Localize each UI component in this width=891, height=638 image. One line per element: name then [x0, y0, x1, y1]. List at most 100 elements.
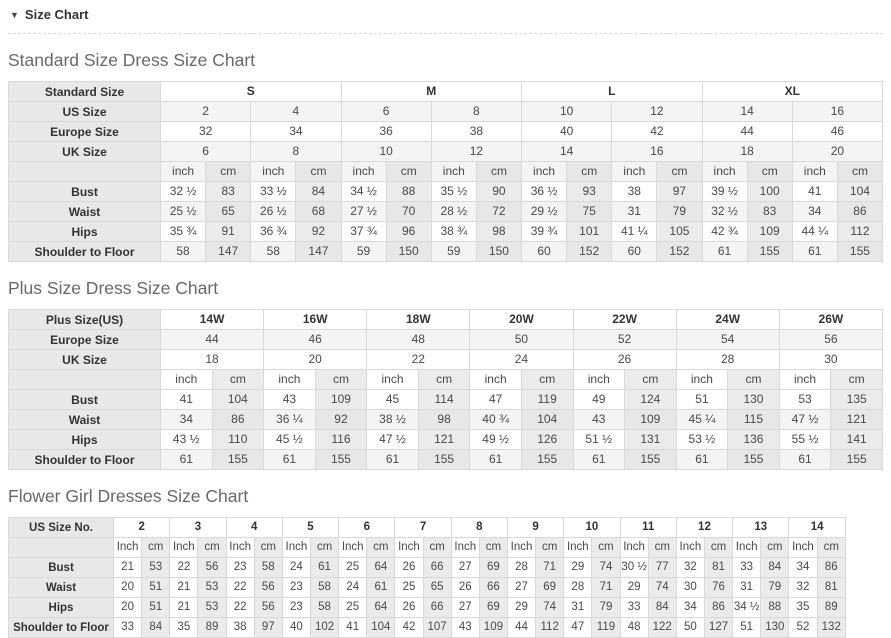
table-cell: 86: [816, 557, 847, 578]
table-cell: 115: [727, 409, 780, 430]
size-chart-section-toggle[interactable]: ▼ Size Chart: [8, 0, 883, 34]
table-cell: 39 ½: [701, 181, 748, 202]
table-cell: 51: [141, 597, 171, 618]
table-cell: 61: [309, 557, 340, 578]
table-cell: 86: [836, 201, 884, 222]
table-cell: 28: [675, 349, 780, 370]
table-cell: 43 ½: [160, 429, 213, 450]
table-cell: 60: [520, 241, 568, 262]
table-cell: 150: [385, 241, 432, 262]
table-cell: 76: [703, 577, 734, 598]
table-cell: Inch: [394, 537, 424, 558]
table-row: Shoulder to Floor 61 155 61 155 61 155 61 155 61 1…: [8, 449, 883, 470]
table-cell: Inch: [450, 537, 480, 558]
table-cell: 61: [366, 449, 419, 470]
table-cell: 55 ½: [778, 429, 832, 450]
table-cell: 88: [385, 181, 432, 202]
table-cell: 105: [656, 221, 703, 242]
table-cell: S: [160, 81, 342, 102]
table-cell: 50: [675, 617, 705, 638]
table-cell: 33: [619, 597, 649, 618]
row-label: Europe Size: [8, 329, 161, 350]
table-cell: 14: [701, 101, 793, 122]
table-cell: Inch: [563, 537, 593, 558]
table-row: inch cm inch cm inch cm inch cm inch cm inch cm inch…: [8, 369, 883, 390]
table-cell: Inch: [169, 537, 199, 558]
table-cell: 27 ½: [340, 201, 387, 222]
table-cell: 61: [572, 449, 626, 470]
table-cell: 23: [281, 577, 311, 598]
table-cell: 8: [250, 141, 342, 162]
table-cell: 86: [211, 409, 265, 430]
table-cell: 141: [830, 429, 883, 450]
table-cell: 34 ½: [340, 181, 387, 202]
table-cell: 16: [791, 101, 884, 122]
table-cell: 88: [760, 597, 790, 618]
table-cell: 31: [563, 597, 593, 618]
table-cell: cm: [314, 369, 368, 390]
table-cell: 48: [366, 329, 471, 350]
table-cell: 21: [169, 577, 199, 598]
row-label: Standard Size: [8, 81, 161, 102]
table-row: UK Size 6 8 10 12 14 16 18 20: [8, 141, 884, 162]
table-cell: 7: [394, 517, 452, 538]
table-cell: cm: [760, 537, 790, 558]
table-cell: 121: [830, 409, 883, 430]
table-cell: 56: [197, 557, 227, 578]
table-cell: 52: [788, 617, 818, 638]
table-cell: 126: [520, 429, 574, 450]
table-cell: 112: [836, 221, 884, 242]
table-cell: 23: [225, 557, 255, 578]
row-label: UK Size: [8, 141, 161, 162]
table-cell: 79: [760, 577, 790, 598]
table-cell: 47 ½: [778, 409, 832, 430]
table-cell: Inch: [225, 537, 255, 558]
table-cell: 131: [624, 429, 677, 450]
table-cell: 81: [816, 577, 847, 598]
table-cell: 44: [506, 617, 537, 638]
table-cell: 42: [394, 617, 424, 638]
table-cell: 150: [475, 241, 523, 262]
table-row: UK Size 18 20 22 24 26 28 30: [8, 349, 884, 370]
table-cell: 35 ¾: [159, 221, 207, 242]
row-label: Shoulder to Floor: [8, 449, 161, 470]
table-cell: M: [340, 81, 522, 102]
table-cell: 32 ½: [701, 201, 748, 222]
table-cell: 29: [506, 597, 537, 618]
table-cell: 155: [624, 449, 677, 470]
table-cell: 35 ½: [430, 181, 477, 202]
table-cell: 97: [656, 181, 703, 202]
table-cell: 104: [520, 409, 574, 430]
table-cell: 52: [572, 329, 677, 350]
table-row: Hips 20 51 21 53 22 56 23 58 25 64 26 66 27 69 29 74 31 79…: [8, 597, 847, 618]
table-cell: 47: [563, 617, 593, 638]
table-cell: 61: [675, 449, 729, 470]
table-cell: 89: [816, 597, 847, 618]
table-cell: 38: [611, 181, 658, 202]
table-cell: 147: [295, 241, 342, 262]
table-cell: 45: [366, 389, 419, 410]
table-row: inch cm inch cm inch cm inch cm inch cm inch cm inch…: [8, 161, 884, 182]
table-cell: 33 ½: [250, 181, 297, 202]
table-cell: 92: [295, 221, 342, 242]
table-cell: 20: [263, 349, 368, 370]
table-cell: 32: [675, 557, 705, 578]
table-cell: 102: [309, 617, 340, 638]
table-cell: 12: [611, 101, 703, 122]
table-cell: 32: [159, 121, 252, 142]
table-cell: cm: [478, 537, 508, 558]
table-cell: 36 ¼: [263, 409, 316, 430]
table-cell: cm: [197, 537, 227, 558]
table-cell: 20: [112, 577, 143, 598]
table-cell: 33: [732, 557, 762, 578]
table-cell: 39 ¾: [520, 221, 568, 242]
table-cell: 26W: [778, 309, 884, 330]
table-cell: 71: [535, 557, 565, 578]
table-row: Shoulder to Floor 33 84 35 89 38 97 40 102 41 104 4…: [8, 617, 847, 638]
table-cell: 18W: [366, 309, 471, 330]
table-cell: 84: [295, 181, 342, 202]
table-cell: cm: [385, 161, 432, 182]
table-cell: cm: [211, 369, 265, 390]
table-cell: inch: [250, 161, 297, 182]
row-label: US Size: [8, 101, 161, 122]
